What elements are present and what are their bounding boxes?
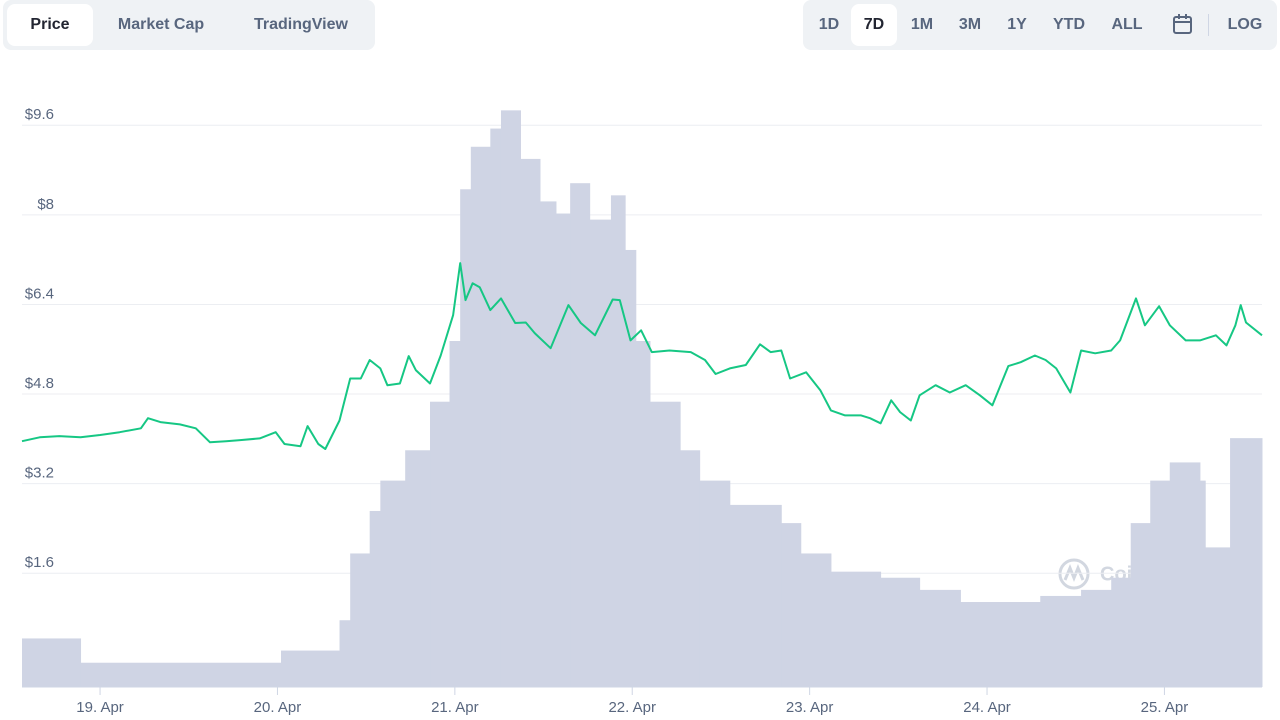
y-tick-label: $9.6: [25, 106, 54, 123]
volume-bar: [520, 158, 541, 687]
volume-bar: [610, 195, 626, 687]
volume-bar: [1205, 547, 1231, 687]
x-tick-label: 25. Apr: [1141, 699, 1189, 716]
x-tick-label: 20. Apr: [254, 699, 302, 716]
volume-bar: [490, 128, 502, 687]
volume-bar: [1150, 480, 1171, 687]
volume-bar: [1040, 595, 1082, 687]
volume-bar: [460, 189, 472, 687]
volume-bar: [350, 553, 371, 687]
tab[interactable]: Market Cap: [117, 16, 205, 33]
volume-bar: [369, 510, 381, 687]
volume-bar: [470, 146, 491, 687]
range[interactable]: 1D: [818, 16, 840, 33]
volume-bar: [22, 638, 82, 687]
volume-bar: [1111, 577, 1132, 687]
volume-bar: [500, 110, 521, 688]
y-tick-label: $1.6: [25, 554, 54, 571]
log-toggle[interactable]: LOG: [1227, 16, 1263, 33]
range[interactable]: 3M: [958, 16, 982, 33]
price-line: [21, 262, 1263, 450]
volume-bar: [405, 450, 431, 687]
view-tabs: Price Market Cap TradingView: [3, 0, 375, 50]
x-tick-label: 23. Apr: [786, 699, 834, 716]
divider: [1208, 14, 1209, 36]
volume-bar: [649, 401, 681, 687]
volume-bar: [339, 620, 351, 687]
x-tick-label: 22. Apr: [608, 699, 656, 716]
volume-bar: [960, 602, 1002, 687]
volume-bar: [1230, 438, 1263, 687]
y-tick-label: $8: [37, 196, 54, 213]
volume-bar: [1001, 602, 1041, 687]
volume-bar: [539, 201, 557, 687]
calendar-icon[interactable]: [1171, 13, 1195, 37]
volume-bar: [80, 662, 282, 687]
volume-bar: [380, 480, 406, 687]
volume-bar: [729, 504, 782, 687]
volume-bar: [280, 650, 341, 687]
y-tick-label: $4.8: [25, 375, 54, 392]
x-tick-label: 19. Apr: [76, 699, 124, 716]
y-tick-label: $3.2: [25, 465, 54, 482]
volume-bar: [449, 341, 461, 687]
volume-bar: [1199, 480, 1206, 687]
volume-bar: [1169, 462, 1201, 687]
volume-bar: [781, 523, 802, 687]
volume-bar: [830, 571, 882, 687]
volume-bar: [800, 553, 832, 687]
x-tick-label: 24. Apr: [963, 699, 1011, 716]
range[interactable]: ALL: [1111, 16, 1143, 33]
range[interactable]: 1Y: [1007, 16, 1027, 33]
volume-bar: [635, 341, 651, 687]
tab[interactable]: Price: [7, 4, 93, 46]
range[interactable]: 7D: [851, 4, 897, 46]
volume-bar: [919, 589, 961, 687]
volume-bar: [589, 219, 612, 688]
y-tick-label: $6.4: [25, 285, 54, 302]
range[interactable]: 1M: [910, 16, 934, 33]
volume-bar: [1081, 589, 1112, 687]
volume-bar: [555, 213, 571, 688]
volume-bar: [699, 480, 731, 687]
volume-bar: [430, 401, 451, 687]
tab[interactable]: TradingView: [254, 16, 348, 33]
volume-bar: [880, 577, 921, 687]
volume-bar: [625, 249, 637, 687]
range-tabs: 1D 7D 1M 3M 1Y YTD ALL LOG: [803, 0, 1277, 50]
range[interactable]: YTD: [1053, 16, 1085, 33]
x-tick-label: 21. Apr: [431, 699, 479, 716]
volume-bar: [570, 183, 591, 687]
volume-bar: [680, 450, 701, 687]
volume-bar: [1130, 523, 1151, 687]
